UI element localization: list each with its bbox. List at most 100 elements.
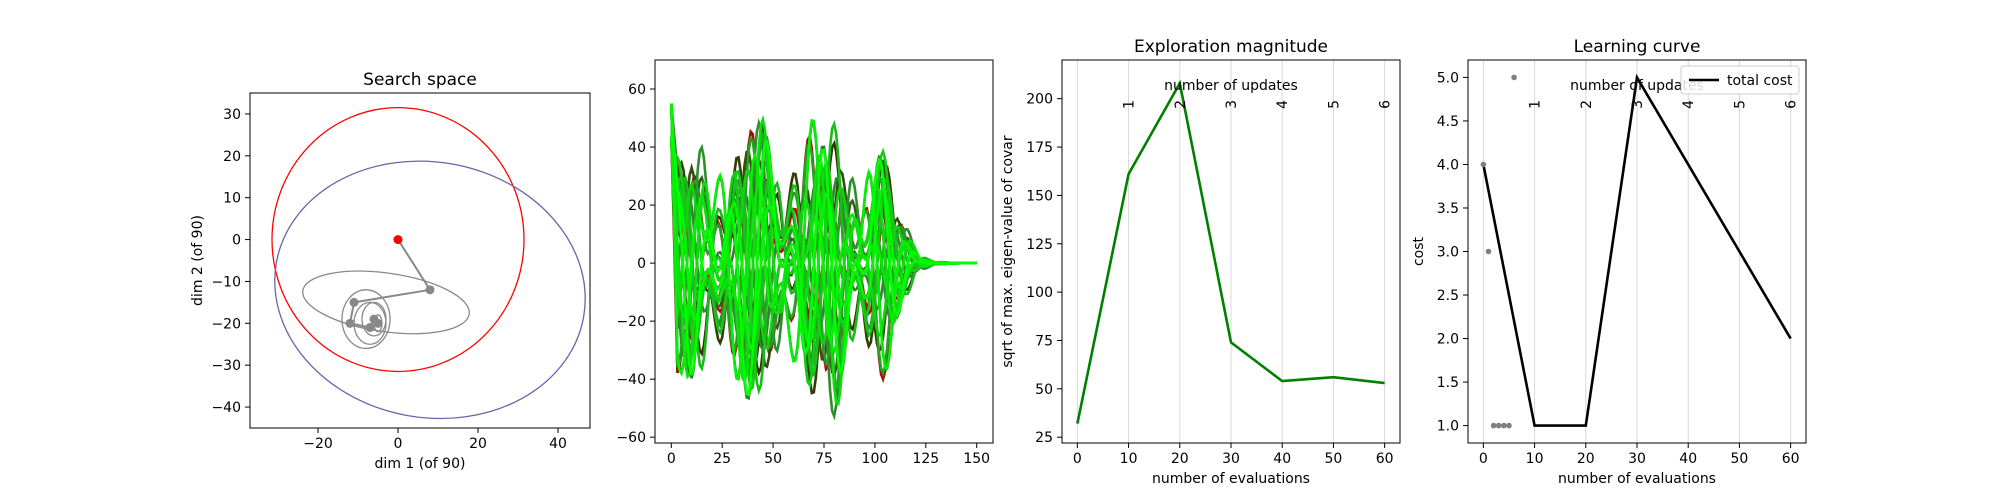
- x-tick-label: 0: [667, 451, 676, 467]
- update-covariance-ellipse: [361, 301, 387, 337]
- legend: total cost: [1680, 65, 1800, 95]
- plot-area: [669, 103, 977, 421]
- trajectories-panel: 0 25 50 75 100 125 150 −60 −40 −20 0 20 40 60: [616, 59, 994, 467]
- x-tick-label: 60: [1376, 451, 1394, 467]
- update-tick-label: 1: [1528, 100, 1544, 109]
- y-tick-label: 10: [223, 191, 241, 207]
- final-covariance-ellipse: [274, 160, 586, 420]
- cost-sample-point: [1480, 161, 1487, 168]
- update-tick-label: 5: [1326, 100, 1342, 109]
- y-tick-label: 100: [1026, 285, 1053, 301]
- cost-sample-point: [1495, 422, 1502, 429]
- cost-sample-point: [1485, 248, 1492, 255]
- chart-title: Search space: [363, 70, 477, 90]
- x-tick-label: 50: [764, 451, 782, 467]
- update-tick-label: 2: [1173, 100, 1189, 109]
- update-tick-label: 3: [1224, 100, 1240, 109]
- y-tick-label: −20: [211, 316, 241, 332]
- x-axis-label: dim 1 (of 90): [375, 456, 466, 472]
- total-cost-line: [1482, 73, 1792, 427]
- x-tick-label: 10: [1120, 451, 1138, 467]
- x-axis-label: number of evaluations: [1152, 471, 1310, 487]
- x-axis-label: number of evaluations: [1558, 471, 1716, 487]
- mean-point: [373, 318, 383, 328]
- cost-sample-point: [1501, 422, 1507, 429]
- y-tick-label: 50: [1035, 382, 1053, 398]
- update-tick-label: 2: [1579, 100, 1595, 109]
- mean-point: [345, 318, 355, 328]
- y-axis-label: cost: [1411, 236, 1427, 266]
- x-tick-label: 100: [862, 451, 889, 467]
- x-tick-label: −20: [303, 436, 333, 452]
- x-tick-label: 60: [1782, 451, 1800, 467]
- update-tick-label: 4: [1275, 100, 1291, 109]
- y-axis-label: dim 2 (of 90): [190, 215, 206, 306]
- x-tick-label: 10: [1526, 451, 1544, 467]
- y-tick-label: 40: [628, 140, 646, 156]
- y-tick-label: 200: [1026, 92, 1053, 108]
- update-tick-label: 6: [1378, 100, 1394, 109]
- x-tick-label: 150: [963, 451, 990, 467]
- chart-title: Learning curve: [1574, 37, 1701, 57]
- y-tick-label: −30: [211, 358, 241, 374]
- x-tick-label: 50: [1325, 451, 1343, 467]
- y-tick-label: −20: [616, 314, 646, 330]
- y-tick-label: −40: [616, 372, 646, 388]
- exploration-magnitude-line: [1076, 79, 1385, 424]
- rollout-trajectory-line: [670, 135, 977, 397]
- x-tick-label: 30: [1628, 451, 1646, 467]
- x-tick-label: 40: [1679, 451, 1697, 467]
- legend-box: [1680, 65, 1800, 95]
- mean-point: [425, 285, 435, 295]
- y-tick-label: 4.5: [1437, 114, 1459, 130]
- update-tick-label: 4: [1681, 100, 1697, 109]
- y-tick-label: 1.5: [1437, 375, 1459, 391]
- exploration-magnitude-panel: 0 10 20 30 40 50 60255075100125150175200Explor…: [1000, 37, 1401, 487]
- y-tick-label: 20: [223, 149, 241, 165]
- y-tick-label: 125: [1026, 237, 1053, 253]
- x-tick-label: 0: [1073, 451, 1082, 467]
- y-tick-label: −40: [211, 400, 241, 416]
- x-tick-label: 75: [815, 451, 833, 467]
- x-tick-label: 25: [713, 451, 731, 467]
- y-tick-label: −10: [211, 274, 241, 290]
- x-tick-label: 0: [394, 436, 403, 452]
- y-tick-label: 150: [1026, 188, 1053, 204]
- top-axis-label: number of updates: [1570, 78, 1704, 94]
- y-tick-label: 0: [637, 256, 646, 272]
- y-tick-label: 2.0: [1437, 332, 1459, 348]
- y-tick-label: 75: [1035, 333, 1053, 349]
- x-tick-label: 20: [469, 436, 487, 452]
- x-tick-label: 40: [549, 436, 567, 452]
- x-tick-label: 20: [1171, 451, 1189, 467]
- y-tick-label: 2.5: [1437, 288, 1459, 304]
- chart-title: Exploration magnitude: [1134, 37, 1328, 57]
- x-tick-label: 50: [1731, 451, 1749, 467]
- update-tick-label: 5: [1732, 100, 1748, 109]
- y-tick-label: 5.0: [1437, 70, 1459, 86]
- x-tick-label: 20: [1577, 451, 1595, 467]
- update-tick-label: 1: [1122, 100, 1138, 109]
- rollout-trajectory-line: [669, 118, 977, 382]
- update-covariance-ellipse: [341, 289, 391, 350]
- top-axis-label: number of updates: [1164, 78, 1298, 94]
- y-tick-label: 25: [1035, 430, 1053, 446]
- update-tick-label: 6: [1784, 100, 1800, 109]
- cost-sample-point: [1490, 422, 1497, 429]
- y-tick-label: 4.0: [1437, 157, 1459, 173]
- y-tick-label: 1.0: [1437, 419, 1459, 435]
- x-tick-label: 40: [1273, 451, 1291, 467]
- mean-point: [349, 297, 359, 307]
- legend-label: total cost: [1727, 73, 1793, 89]
- x-tick-label: 30: [1222, 451, 1240, 467]
- cost-sample-point: [1511, 74, 1517, 81]
- learning-curve-panel: 0 10 20 30 40 50 60 1.0 1.5 2.0 2.5 3.0 3.5 4.0 4.5 5.0…: [1411, 37, 1807, 487]
- y-axis-label: sqrt of max. eigen-value of covar: [1000, 135, 1016, 368]
- plot-area: [271, 107, 586, 420]
- y-tick-label: 0: [232, 233, 241, 249]
- search-space-panel: −20 0 20 40 −40 −30 −20 −10 0 10 20 30 Search space d…: [190, 70, 591, 472]
- axes-frame: [249, 92, 591, 429]
- y-tick-label: −60: [616, 430, 646, 446]
- y-tick-label: 3.5: [1437, 201, 1459, 217]
